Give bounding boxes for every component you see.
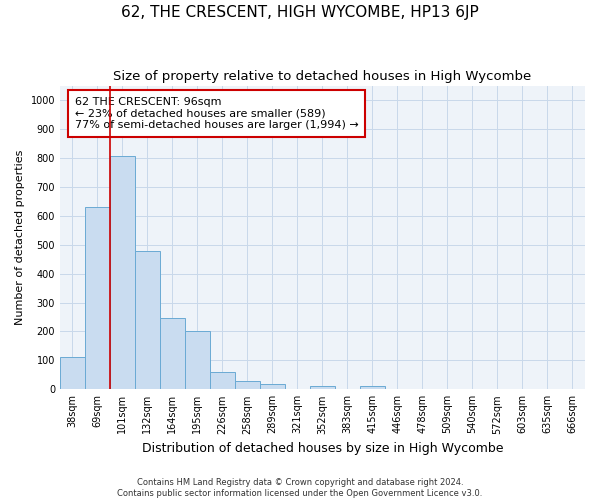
Bar — [210, 372, 235, 390]
Bar — [260, 384, 285, 390]
Bar — [185, 331, 210, 390]
Bar — [360, 386, 385, 390]
Text: 62, THE CRESCENT, HIGH WYCOMBE, HP13 6JP: 62, THE CRESCENT, HIGH WYCOMBE, HP13 6JP — [121, 5, 479, 20]
Bar — [60, 358, 85, 390]
Bar — [235, 381, 260, 390]
Bar — [135, 251, 160, 390]
X-axis label: Distribution of detached houses by size in High Wycombe: Distribution of detached houses by size … — [142, 442, 503, 455]
Bar — [160, 318, 185, 390]
Text: Contains HM Land Registry data © Crown copyright and database right 2024.
Contai: Contains HM Land Registry data © Crown c… — [118, 478, 482, 498]
Bar — [110, 156, 135, 390]
Y-axis label: Number of detached properties: Number of detached properties — [15, 150, 25, 325]
Title: Size of property relative to detached houses in High Wycombe: Size of property relative to detached ho… — [113, 70, 532, 83]
Text: 62 THE CRESCENT: 96sqm
← 23% of detached houses are smaller (589)
77% of semi-de: 62 THE CRESCENT: 96sqm ← 23% of detached… — [75, 97, 359, 130]
Bar — [85, 207, 110, 390]
Bar — [310, 386, 335, 390]
